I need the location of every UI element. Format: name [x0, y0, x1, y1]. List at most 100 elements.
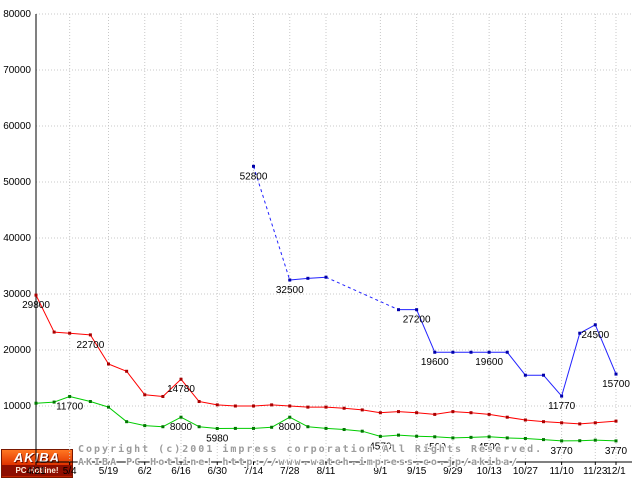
data-point-marker: [324, 405, 328, 409]
data-point-marker: [179, 415, 183, 419]
data-point-marker: [306, 405, 310, 409]
x-axis-label: 6/2: [138, 466, 152, 477]
data-point-marker: [324, 275, 328, 279]
data-point-marker: [523, 373, 527, 377]
data-point-marker: [306, 276, 310, 280]
data-point-label: 32500: [276, 285, 304, 296]
data-point-marker: [614, 439, 618, 443]
data-point-marker: [88, 400, 92, 404]
data-point-label: 8000: [279, 422, 302, 433]
data-point-marker: [125, 369, 129, 373]
gridlines: [35, 13, 632, 462]
y-axis-label: 40000: [3, 233, 31, 244]
blue-series: 52800 32500 27200 19600 19600 11770 24500 15700: [240, 164, 630, 412]
data-point-marker: [270, 403, 274, 407]
data-point-marker: [578, 331, 582, 335]
data-point-marker: [378, 434, 382, 438]
data-point-label: 4500: [478, 442, 501, 453]
data-point-marker: [397, 410, 400, 414]
data-point-marker: [270, 425, 274, 429]
x-axis-label: 4/21: [26, 466, 46, 477]
data-point-label: 24500: [581, 330, 609, 341]
data-point-label: 19600: [475, 357, 503, 368]
data-point-marker: [593, 323, 597, 327]
x-axis-label: 9/29: [443, 466, 463, 477]
data-point-marker: [523, 418, 527, 422]
data-point-label: 15700: [602, 379, 630, 390]
data-point-marker: [433, 435, 437, 439]
data-point-marker: [52, 330, 56, 334]
data-point-marker: [88, 333, 92, 337]
data-point-label: 4570: [369, 441, 392, 452]
data-point-marker: [233, 404, 237, 408]
data-point-marker: [397, 308, 400, 312]
x-axis-label: 6/30: [208, 466, 228, 477]
x-axis-label: 11/23: [583, 466, 608, 477]
data-point-marker: [523, 436, 527, 440]
data-point-marker: [233, 426, 237, 430]
data-point-marker: [288, 415, 292, 419]
data-point-marker: [378, 411, 382, 415]
data-point-label: 27200: [403, 315, 431, 326]
data-point-label: 52800: [240, 171, 268, 182]
data-point-marker: [415, 308, 419, 312]
data-point-marker: [542, 420, 545, 424]
x-axis-label: 7/28: [280, 466, 300, 477]
data-point-marker: [469, 350, 473, 354]
data-point-marker: [415, 411, 419, 415]
x-axis-label: 6/16: [171, 466, 191, 477]
y-axis-label: 60000: [3, 121, 31, 132]
data-point-marker: [143, 424, 147, 428]
y-axis-label: 70000: [3, 65, 31, 76]
data-point-marker: [578, 439, 582, 443]
data-point-label: 3770: [551, 446, 574, 457]
x-axis-label: 8/11: [317, 466, 336, 477]
data-point-marker: [161, 394, 165, 398]
green-series: 11700 8000 5980 8000 4570 4500 4500 3770 3770: [34, 394, 628, 457]
data-point-marker: [107, 362, 110, 366]
data-point-label: 11700: [56, 401, 84, 412]
data-point-marker: [52, 400, 56, 404]
data-point-marker: [324, 426, 328, 430]
x-axis-label: 12/1: [606, 466, 626, 477]
data-point-label: 19600: [421, 357, 449, 368]
data-point-marker: [505, 436, 509, 440]
data-point-marker: [197, 425, 201, 429]
data-point-marker: [342, 428, 346, 432]
data-point-marker: [487, 412, 491, 416]
data-point-label: 11770: [548, 401, 576, 412]
data-point-marker: [179, 377, 183, 381]
data-point-label: 14780: [167, 384, 195, 395]
data-point-marker: [614, 419, 618, 423]
data-point-marker: [68, 331, 72, 335]
y-axis-label: 80000: [3, 9, 31, 20]
data-point-marker: [107, 405, 110, 409]
data-point-marker: [252, 426, 255, 430]
data-point-marker: [505, 350, 509, 354]
y-axis-label: 10000: [3, 401, 31, 412]
data-point-marker: [560, 394, 564, 398]
data-point-marker: [143, 393, 147, 397]
data-point-marker: [360, 429, 364, 433]
data-point-marker: [342, 406, 346, 410]
x-axis-label: 10/27: [513, 466, 538, 477]
data-point-marker: [252, 164, 255, 168]
y-axis-label: 30000: [3, 289, 31, 300]
data-point-marker: [252, 404, 255, 408]
x-axis-label: 9/15: [407, 466, 427, 477]
data-point-marker: [306, 425, 310, 429]
x-axis-label: 7/14: [244, 466, 264, 477]
data-point-label: 4500: [424, 442, 447, 453]
y-axis-label: 20000: [3, 345, 31, 356]
data-point-marker: [505, 415, 509, 419]
x-axis-label: 5/19: [99, 466, 119, 477]
data-point-marker: [578, 422, 582, 426]
x-axis-label: 10/13: [477, 466, 502, 477]
data-point-marker: [560, 421, 564, 425]
data-point-marker: [542, 373, 545, 377]
data-point-marker: [415, 434, 419, 438]
red-series: 29800 22700 14780: [22, 293, 618, 426]
data-point-marker: [469, 411, 473, 415]
